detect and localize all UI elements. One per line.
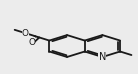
Text: O: O bbox=[22, 29, 29, 38]
Text: O: O bbox=[28, 38, 35, 47]
Text: N: N bbox=[99, 52, 106, 62]
